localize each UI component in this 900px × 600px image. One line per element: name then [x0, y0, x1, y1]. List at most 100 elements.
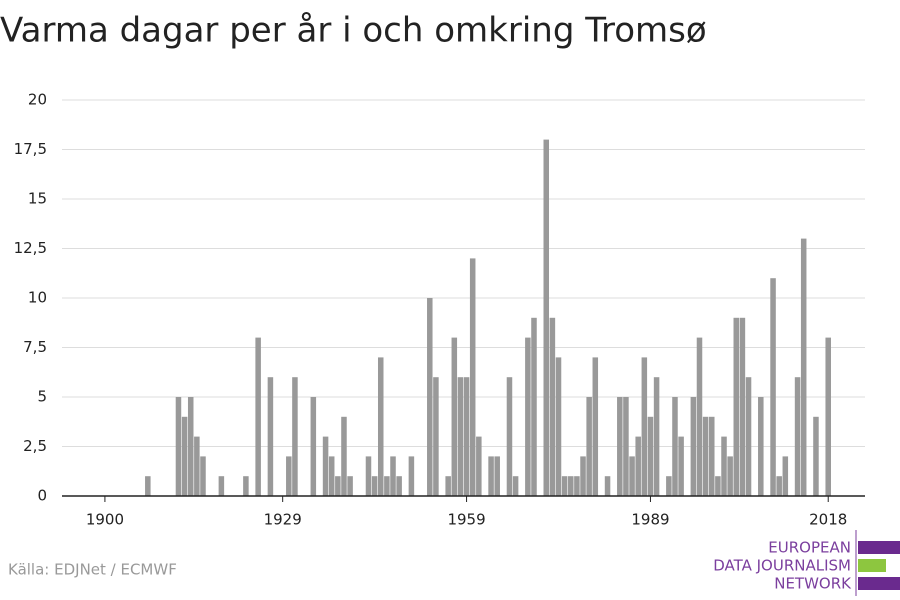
bar [555, 357, 562, 496]
bar [543, 139, 550, 496]
logo-bar [858, 559, 886, 572]
logo-bar [858, 577, 900, 590]
bar [433, 377, 439, 496]
y-tick-label: 7,5 [23, 338, 47, 356]
bar [653, 377, 660, 496]
bar [469, 258, 476, 496]
bar [776, 476, 782, 496]
x-tick-label: 2018 [809, 511, 847, 529]
x-tick-label: 1929 [264, 511, 302, 529]
bar [194, 436, 200, 496]
bar [494, 456, 500, 496]
bar [181, 416, 188, 496]
bar [187, 397, 194, 496]
y-tick-label: 0 [37, 487, 47, 505]
bar [384, 476, 390, 496]
bar [617, 397, 623, 496]
bar [635, 436, 641, 496]
bar [825, 337, 831, 496]
bar [770, 278, 776, 496]
bar [328, 456, 335, 496]
bar [568, 476, 574, 496]
bar [322, 436, 329, 496]
bar [390, 456, 396, 496]
y-tick-label: 2,5 [23, 437, 47, 455]
bar [745, 377, 752, 496]
bar [782, 456, 789, 496]
logo-text: EUROPEAN [768, 539, 851, 557]
bar [408, 456, 415, 496]
y-tick-label: 20 [28, 91, 47, 109]
y-tick-label: 12,5 [14, 239, 47, 257]
bar [292, 377, 298, 496]
chart-title: Varma dagar per år i och omkring Tromsø [0, 11, 707, 51]
bar [813, 416, 819, 496]
bar [629, 456, 635, 496]
bar [255, 337, 261, 496]
bar [739, 317, 746, 496]
logo-text: DATA JOURNALISM [713, 557, 851, 575]
bar [715, 476, 721, 496]
bar [666, 476, 672, 496]
y-tick-label: 17,5 [14, 140, 47, 158]
x-tick-label: 1959 [447, 511, 485, 529]
bar [476, 436, 482, 496]
logo-text: NETWORK [774, 575, 852, 593]
bar [727, 456, 733, 496]
bar [623, 397, 629, 496]
bar [451, 337, 458, 496]
x-tick-label: 1989 [631, 511, 669, 529]
logo-bar [858, 541, 900, 554]
bar [427, 298, 433, 496]
y-tick-label: 10 [28, 289, 47, 307]
bar [512, 476, 519, 496]
bar [733, 317, 740, 496]
bar [371, 476, 378, 496]
bar [377, 357, 384, 496]
bar [574, 476, 580, 496]
bar [347, 476, 353, 496]
bar [145, 476, 151, 496]
bar [341, 416, 347, 496]
bar [647, 416, 654, 496]
bar [267, 377, 274, 496]
bar [678, 436, 684, 496]
bar [696, 337, 703, 496]
bar [531, 317, 537, 496]
bar [457, 377, 464, 496]
bar [445, 476, 451, 496]
bar [561, 476, 568, 496]
bar [580, 456, 586, 496]
bar [800, 238, 807, 496]
bar [702, 416, 709, 496]
bar [396, 476, 402, 496]
bar [335, 476, 341, 496]
x-tick-label: 1900 [86, 511, 124, 529]
bar [365, 456, 372, 496]
y-tick-label: 15 [28, 190, 47, 208]
bar [586, 397, 592, 496]
bar [794, 377, 801, 496]
bar [286, 456, 292, 496]
bar [690, 397, 697, 496]
bar [175, 397, 182, 496]
bar [525, 337, 531, 496]
bar [641, 357, 648, 496]
bar [200, 456, 206, 496]
y-tick-label: 5 [37, 388, 47, 406]
source: Källa: EDJNet / ECMWF [8, 561, 177, 579]
bar [672, 397, 678, 496]
bar [488, 456, 494, 496]
bar [758, 397, 764, 496]
bar [604, 476, 611, 496]
bar [506, 377, 513, 496]
bar [463, 377, 470, 496]
bar [310, 397, 317, 496]
bar [721, 436, 727, 496]
bar [243, 476, 249, 496]
bar [218, 476, 225, 496]
bar [592, 357, 599, 496]
bar [708, 416, 715, 496]
bar [549, 317, 556, 496]
